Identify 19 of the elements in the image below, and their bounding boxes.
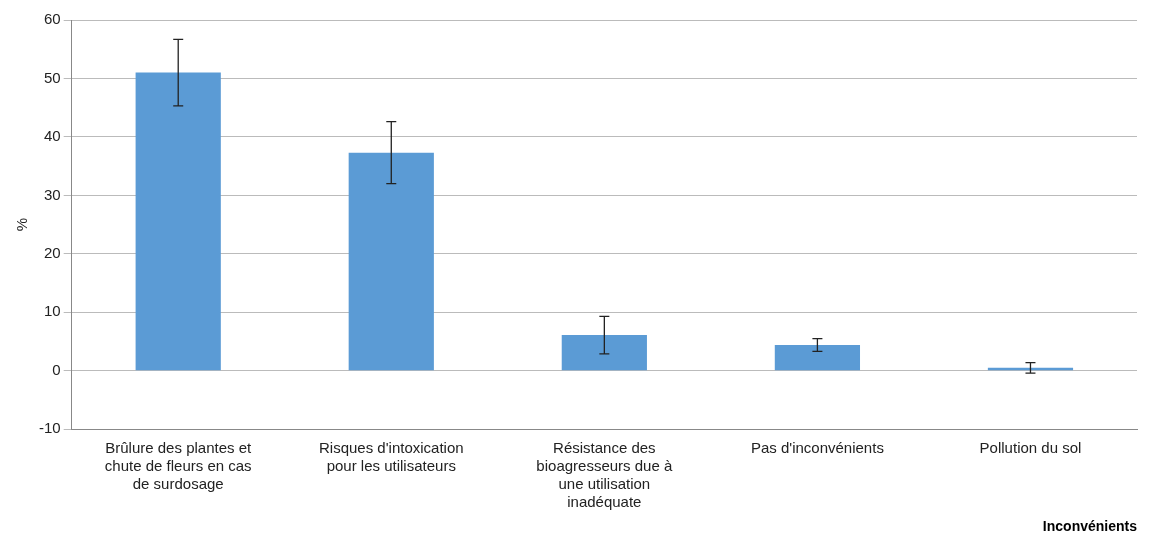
bar bbox=[348, 152, 434, 371]
x-tick-label: Résistance des bioagresseurs due à une utilisation inadéquate bbox=[536, 439, 673, 511]
y-tick-label: 20 bbox=[43, 243, 61, 261]
bar bbox=[774, 345, 861, 371]
bar bbox=[135, 72, 221, 371]
y-axis-title: % bbox=[13, 217, 31, 232]
y-tick-label: -10 bbox=[38, 419, 61, 437]
y-tick-label: 60 bbox=[43, 10, 61, 28]
bar bbox=[561, 335, 647, 371]
y-tick-label: 40 bbox=[43, 127, 61, 145]
y-tick-label: 30 bbox=[43, 185, 61, 203]
y-tick-label: 50 bbox=[43, 68, 61, 86]
x-tick-label: Pas d'inconvénients bbox=[750, 439, 884, 457]
x-axis-title: Inconvénients bbox=[1042, 518, 1138, 535]
y-tick-label: 0 bbox=[52, 360, 61, 378]
x-tick-label: Pollution du sol bbox=[979, 439, 1082, 457]
x-tick-label: Brûlure des plantes et chute de fleurs en cas de surdosage bbox=[104, 439, 252, 493]
y-tick-label: 10 bbox=[43, 302, 61, 320]
x-tick-label: Risques d'intoxication pour les utilisateurs bbox=[318, 439, 464, 475]
